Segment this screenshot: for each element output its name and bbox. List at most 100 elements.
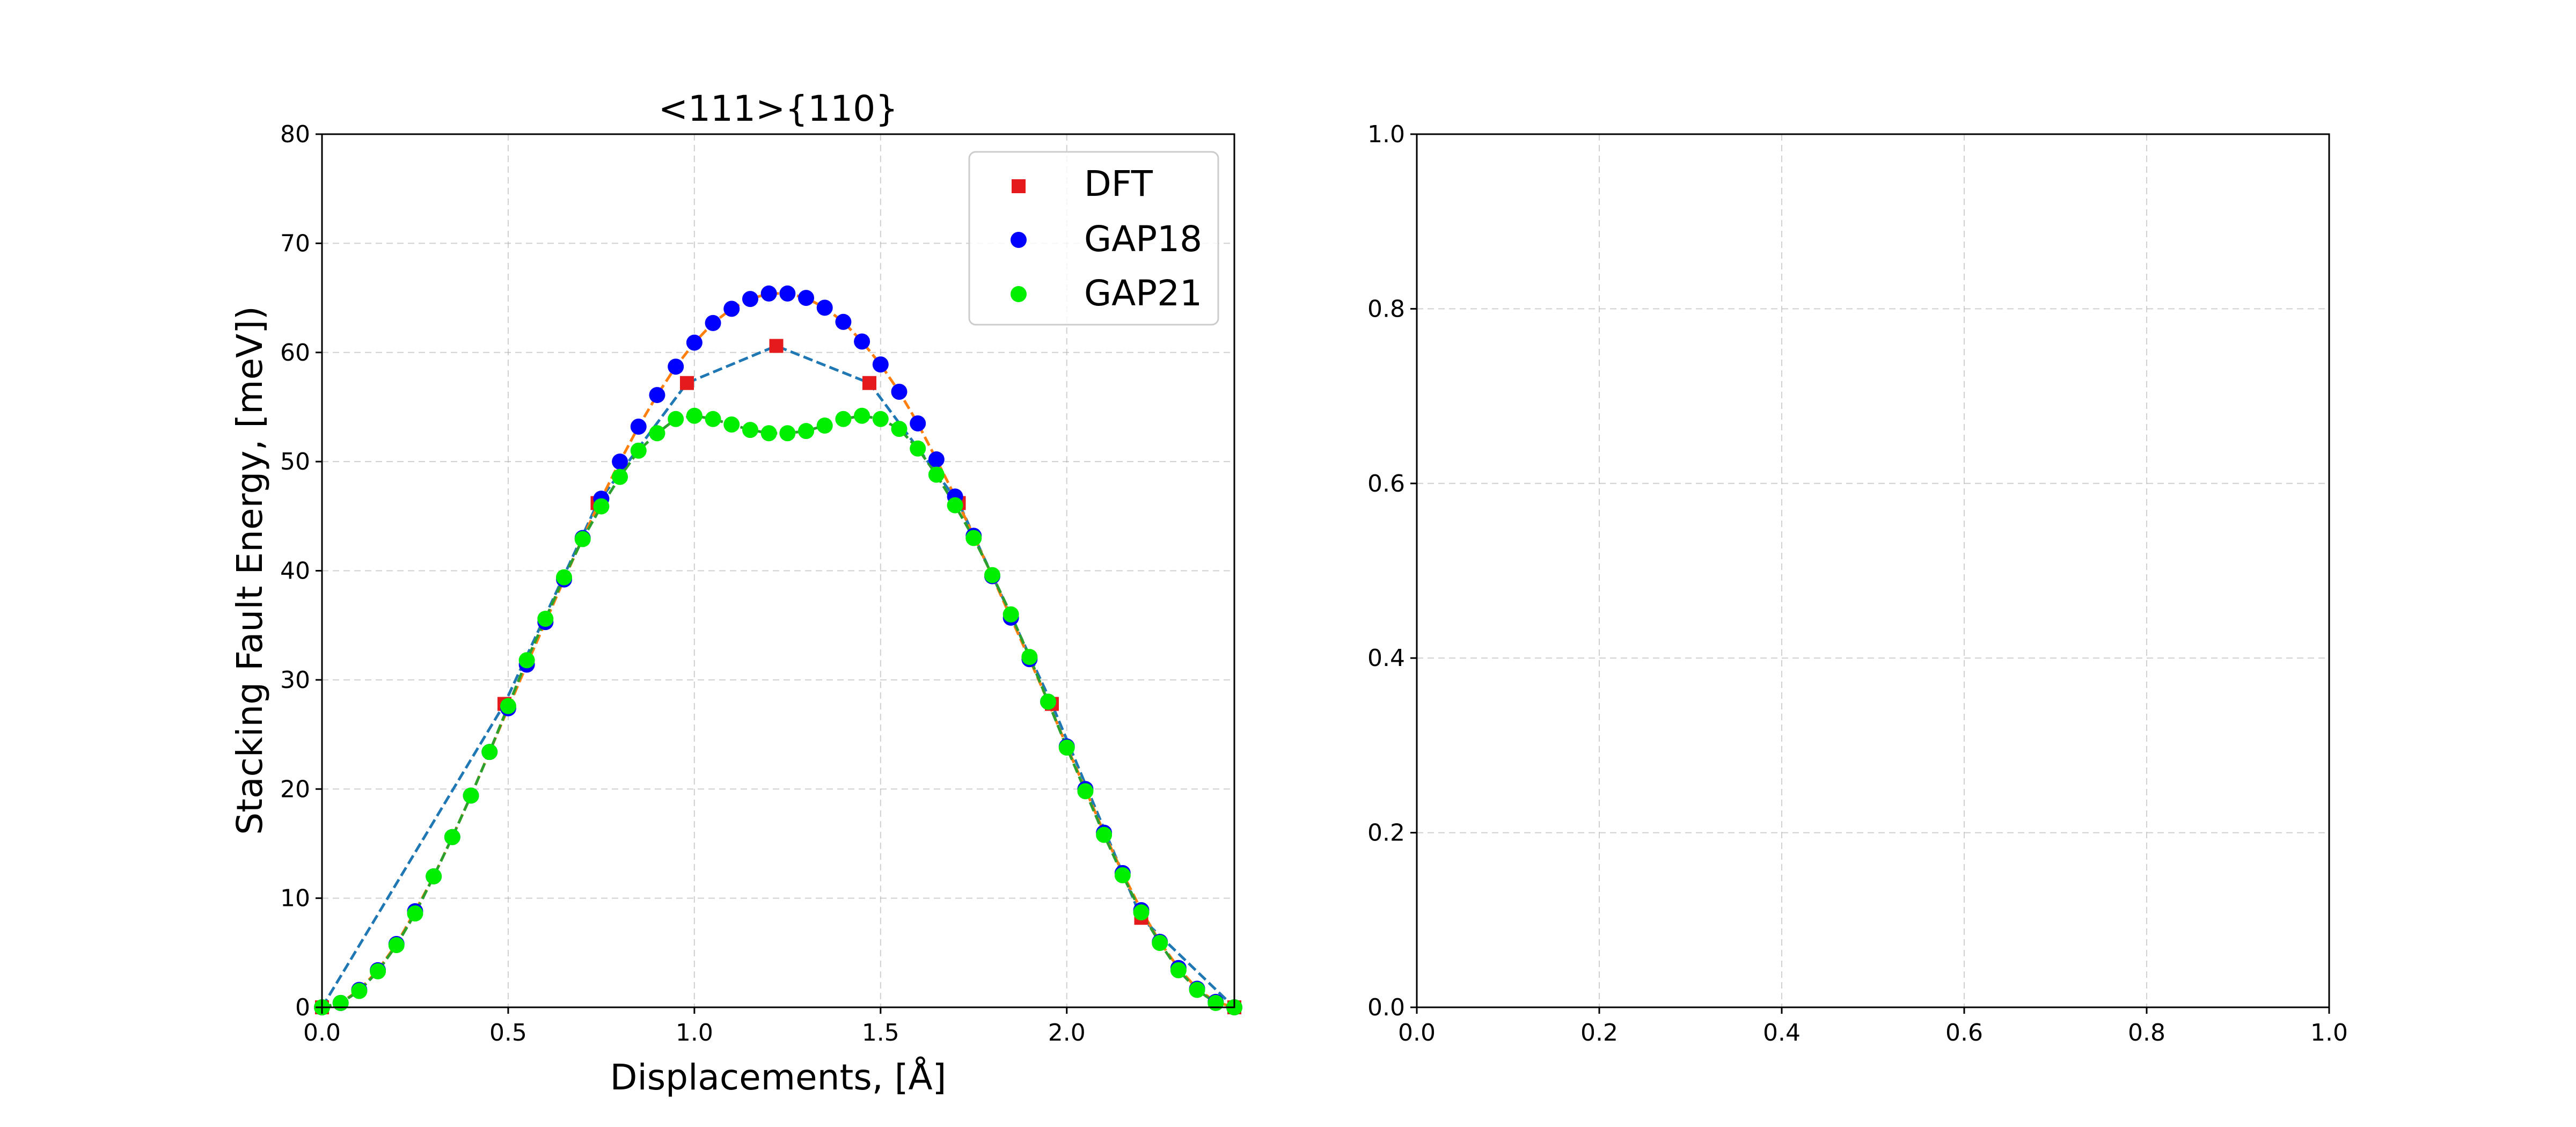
data-point-gap18 (928, 451, 945, 468)
left-ticks: 0.0 0.5 1.0 1.5 2.0 0 10 20 30 40 50 60 70 80 (280, 121, 1086, 1046)
left-plot-panel: 0.0 0.5 1.0 1.5 2.0 0 10 20 30 40 50 60 70 80 <111>{1… (229, 88, 1242, 1098)
left-x-tick-label: 0.0 (303, 1019, 341, 1046)
data-point-gap21 (1208, 994, 1224, 1011)
left-x-tick-label: 1.5 (862, 1019, 899, 1046)
right-plot-panel: 0.0 0.2 0.4 0.6 0.8 1.0 0.0 0.2 0.4 0.6 0.8 1.0 (1367, 121, 2348, 1046)
data-point-gap18 (612, 453, 628, 470)
data-point-gap21 (1096, 826, 1113, 843)
data-point-gap21 (593, 498, 610, 515)
legend-gap21-marker (1011, 286, 1027, 302)
right-x-tick-label: 0.0 (1398, 1019, 1436, 1046)
data-point-gap21 (779, 425, 796, 442)
data-point-gap21 (574, 531, 591, 547)
data-point-gap21 (1077, 783, 1094, 800)
data-point-gap21 (351, 983, 368, 999)
right-x-tick-label: 0.8 (2128, 1019, 2165, 1046)
data-point-gap18 (910, 415, 926, 431)
left-y-tick-label: 30 (280, 667, 310, 694)
data-point-gap21 (370, 963, 386, 979)
data-point-gap18 (854, 333, 870, 350)
legend-dft-label: DFT (1084, 163, 1153, 204)
data-point-gap21 (928, 466, 945, 483)
data-point-gap18 (816, 299, 833, 316)
x-axis-title: Displacements, [Å] (610, 1057, 947, 1098)
data-point-gap21 (1114, 867, 1131, 883)
data-point-gap21 (556, 569, 573, 586)
data-point-dft (769, 339, 784, 353)
data-point-gap18 (835, 313, 852, 330)
left-series-markers (314, 285, 1242, 1015)
data-point-gap21 (500, 698, 516, 714)
data-point-gap18 (723, 301, 740, 317)
right-axes-frame (1416, 133, 2330, 1008)
data-point-gap21 (1133, 904, 1150, 921)
data-point-gap18 (742, 291, 758, 308)
data-point-gap21 (854, 407, 870, 424)
data-point-gap18 (649, 387, 665, 404)
data-point-gap21 (612, 469, 628, 485)
data-point-gap21 (910, 440, 926, 457)
data-point-gap21 (537, 610, 554, 627)
data-point-gap18 (760, 285, 777, 302)
data-point-gap21 (630, 442, 647, 459)
data-point-gap21 (668, 411, 684, 427)
left-x-tick-label: 1.0 (676, 1019, 713, 1046)
left-x-tick-label: 0.5 (489, 1019, 527, 1046)
data-point-gap18 (705, 314, 721, 331)
data-point-gap21 (686, 407, 702, 424)
left-y-tick-label: 0 (295, 994, 310, 1021)
data-point-gap21 (407, 905, 423, 922)
data-point-gap21 (388, 937, 405, 954)
right-x-tick-label: 0.2 (1580, 1019, 1618, 1046)
right-y-tick-label: 0.8 (1367, 295, 1405, 323)
data-point-gap21 (1058, 739, 1075, 756)
data-point-gap21 (947, 497, 963, 514)
right-x-tick-label: 0.6 (1945, 1019, 1983, 1046)
data-point-gap21 (463, 787, 479, 804)
right-y-tick-label: 0.4 (1367, 645, 1405, 672)
right-y-tick-label: 0.0 (1367, 994, 1405, 1021)
data-point-gap21 (835, 411, 852, 427)
data-point-gap21 (705, 411, 721, 427)
data-point-gap21 (723, 416, 740, 433)
left-y-tick-label: 70 (280, 230, 310, 257)
data-point-gap21 (1170, 962, 1187, 978)
left-y-tick-label: 50 (280, 448, 310, 475)
left-y-tick-label: 10 (280, 885, 310, 912)
data-point-dft (862, 376, 876, 390)
data-point-gap21 (444, 829, 460, 845)
right-x-tick-label: 1.0 (2310, 1019, 2348, 1046)
data-point-gap21 (891, 421, 908, 437)
right-y-tick-label: 1.0 (1367, 121, 1405, 148)
data-point-gap21 (798, 423, 815, 440)
data-point-gap18 (872, 356, 889, 373)
data-point-gap18 (891, 383, 908, 400)
data-point-gap18 (630, 419, 647, 435)
data-point-gap21 (742, 422, 758, 438)
right-ticks: 0.0 0.2 0.4 0.6 0.8 1.0 0.0 0.2 0.4 0.6 0.8 1.0 (1367, 121, 2348, 1046)
data-point-gap21 (481, 744, 498, 760)
left-y-tick-label: 80 (280, 121, 310, 148)
y-axis-title: Stacking Fault Energy, [meV]) (229, 306, 270, 835)
left-y-tick-label: 60 (280, 339, 310, 367)
data-point-gap21 (1040, 693, 1057, 710)
chart-title: <111>{110} (658, 88, 898, 129)
data-point-gap21 (965, 530, 982, 546)
legend-gap18-marker (1011, 232, 1027, 248)
data-point-gap21 (984, 567, 1000, 583)
data-point-gap18 (798, 290, 815, 306)
data-point-dft (680, 376, 694, 390)
legend: DFT GAP18 GAP21 (968, 151, 1219, 326)
data-point-gap21 (816, 418, 833, 434)
right-y-tick-label: 0.6 (1367, 470, 1405, 497)
data-point-gap21 (760, 425, 777, 442)
data-point-gap21 (426, 868, 442, 884)
left-x-tick-label: 2.0 (1048, 1019, 1086, 1046)
data-point-gap21 (518, 652, 535, 669)
data-point-gap18 (686, 334, 702, 351)
data-point-gap21 (872, 411, 889, 427)
data-point-gap21 (1002, 606, 1019, 623)
legend-box (968, 151, 1219, 326)
data-point-gap18 (779, 285, 796, 302)
